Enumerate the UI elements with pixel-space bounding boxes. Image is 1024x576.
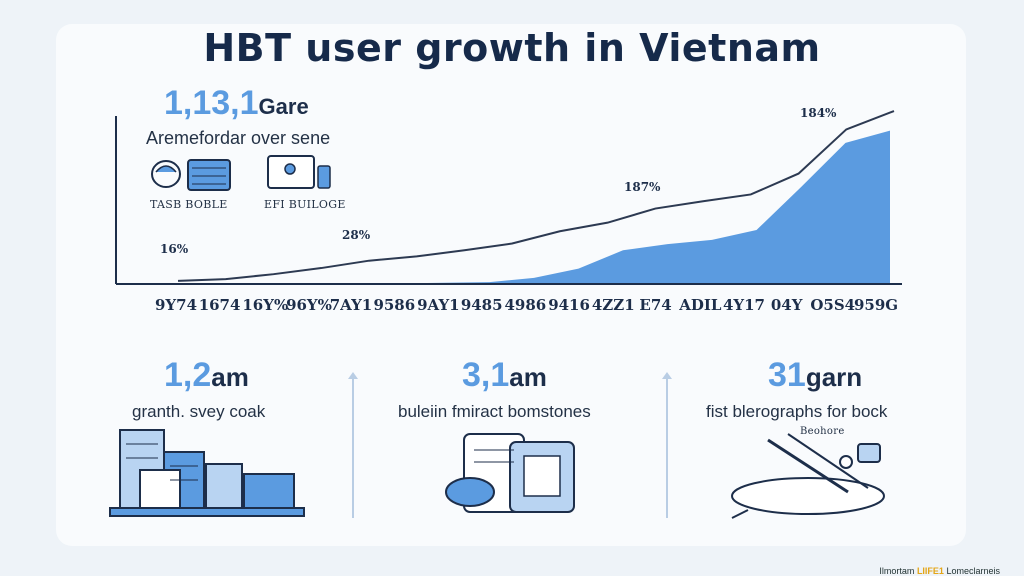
- stat-1-unit: am: [211, 362, 249, 392]
- line-series: [177, 110, 895, 282]
- stat-3-sub: Beohore: [800, 426, 845, 437]
- page-title: HBT user growth in Vietnam: [203, 26, 821, 70]
- x-tick-label: 9Y74: [155, 296, 198, 314]
- annotation-2: 28%: [342, 228, 371, 242]
- divider-2: [666, 378, 668, 518]
- area-series: [178, 130, 890, 284]
- header-stat: 1,13,1Gare: [164, 84, 309, 123]
- stat-3-value: 31garn: [768, 356, 862, 395]
- x-tick-label: 16Y%: [242, 296, 289, 314]
- x-tick-label: 7AY1: [329, 296, 373, 314]
- tools-drawing-icon: [731, 433, 885, 519]
- stat-2-value: 3,1am: [462, 356, 547, 395]
- x-tick-label: 9AY1: [417, 296, 460, 314]
- footer-suffix: Lomeclarneis: [946, 566, 1000, 576]
- footer-credit: Ilmortam LIIFE1 Lomeclarneis: [879, 566, 1000, 576]
- divider-2-arrow-icon: [662, 372, 672, 379]
- x-tick-label: 4Y17: [722, 296, 765, 314]
- annotation-4: 184%: [800, 106, 837, 120]
- x-tick-label: 9485: [460, 296, 503, 314]
- x-tick-label: 96Y%: [286, 296, 332, 314]
- x-tick-label: 959G: [854, 296, 899, 314]
- stat-2-number: 3,1: [462, 356, 510, 394]
- x-tick-label: 4ZZ1: [591, 296, 635, 314]
- x-tick-label: O5S4: [810, 296, 856, 314]
- stat-2-caption: buleiin fmiract bomstones: [398, 402, 591, 421]
- header-stat-unit: Gare: [258, 94, 309, 119]
- people-devices-icon: [151, 159, 231, 191]
- divider-1-arrow-icon: [348, 372, 358, 379]
- x-tick-label: 4986: [504, 296, 547, 314]
- stat-1-caption: granth. svey coak: [132, 402, 266, 421]
- footer-highlight: LIIFE1: [916, 566, 944, 576]
- annotation-3: 187%: [624, 180, 661, 194]
- city-buildings-icon: [109, 429, 305, 517]
- documents-stack-icon: [445, 433, 575, 513]
- stat-2-unit: am: [509, 362, 547, 392]
- stat-3-caption: fist blerographs for bock: [706, 402, 888, 421]
- x-tick-label: 9586: [373, 296, 416, 314]
- laptop-icon: [267, 155, 331, 189]
- x-tick-label: 04Y: [770, 296, 803, 314]
- stat-3-number: 31: [768, 356, 806, 394]
- x-tick-label: 9416: [548, 296, 590, 314]
- x-tick-label: E74: [639, 296, 672, 314]
- divider-1: [352, 378, 354, 518]
- icon-label-1: TASB BOBLE: [150, 198, 228, 211]
- chart-subtitle: Aremefordar over sene: [146, 128, 331, 148]
- icon-label-2: EFI BUILOGE: [264, 198, 346, 211]
- stat-3-unit: garn: [805, 362, 863, 392]
- x-tick-label: ADIL: [679, 296, 722, 314]
- x-tick-label: 1674: [198, 296, 241, 314]
- header-stat-number: 1,13,1: [164, 84, 259, 122]
- stat-1-number: 1,2: [164, 356, 212, 394]
- footer-prefix: Ilmortam: [879, 566, 915, 576]
- stat-1-value: 1,2am: [164, 356, 249, 395]
- annotation-1: 16%: [160, 242, 189, 256]
